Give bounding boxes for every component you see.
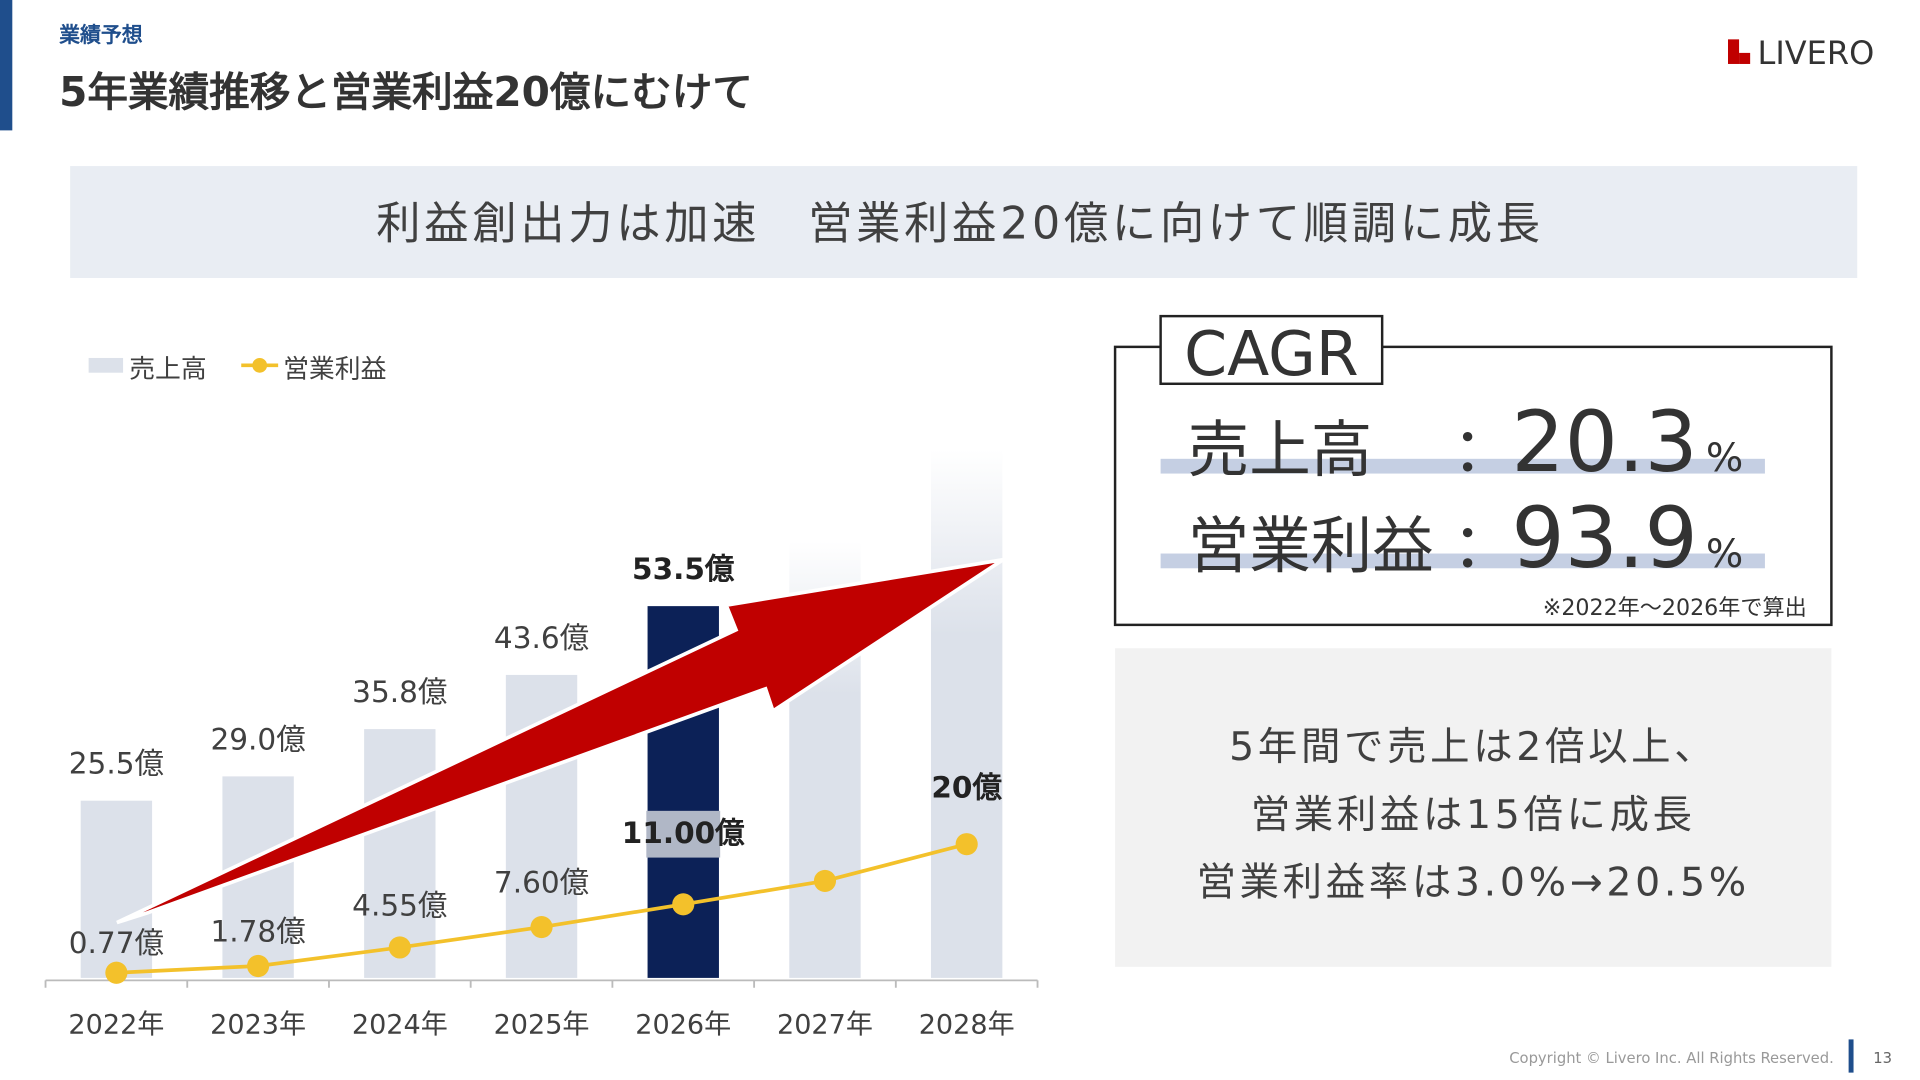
cagr-title: CAGR [1184, 318, 1358, 390]
logo: LIVERO [1728, 34, 1874, 72]
line-value-label: 11.00億 [622, 816, 745, 850]
line-value-label: 4.55億 [352, 888, 447, 922]
line-value-label: 1.78億 [210, 914, 305, 948]
x-tick-label: 2027年 [777, 1009, 873, 1040]
cagr-box [1113, 345, 1833, 627]
bar-value-label: 35.8億 [352, 675, 447, 709]
banner [70, 166, 1858, 278]
x-tick-label: 2024年 [352, 1009, 448, 1040]
label-bg [646, 810, 721, 858]
cagr-rate: 93.9 [1511, 489, 1697, 587]
line-point [955, 833, 978, 856]
legend-label: 売上高 [129, 355, 207, 385]
bar-value-label: 25.5億 [69, 747, 164, 781]
legend-swatch [252, 357, 268, 373]
cagr-unit: % [1706, 435, 1743, 481]
bar [80, 800, 153, 978]
banner-text: 利益創出力は加速 営業利益20億に向けて順調に成長 [376, 199, 1543, 250]
logo-mark [1728, 39, 1740, 64]
line-point [388, 936, 411, 959]
cagr-rate: 20.3 [1511, 393, 1697, 491]
copyright: Copyright © Livero Inc. All Rights Reser… [1509, 1050, 1834, 1067]
bar-value-label: 53.5億 [632, 552, 735, 586]
slide-title: 5年業績推移と営業利益20億にむけて [59, 68, 753, 116]
line-value-label: 7.60億 [494, 866, 589, 900]
x-tick-label: 2022年 [68, 1009, 164, 1040]
section-label: 業績予想 [59, 23, 143, 47]
legend-label: 営業利益 [283, 355, 387, 385]
bar [930, 449, 1003, 978]
summary-line: 5年間で売上は2倍以上、 [1229, 724, 1717, 770]
growth-arrow [116, 557, 1005, 925]
line-value-label: 20億 [931, 770, 1002, 804]
legend-swatch [88, 357, 124, 373]
line-point [530, 916, 553, 939]
x-tick-label: 2025年 [494, 1009, 590, 1040]
cagr-unit: % [1706, 531, 1743, 577]
x-tick-label: 2023年 [210, 1009, 306, 1040]
highlight [1160, 458, 1765, 474]
summary-line: 営業利益は15倍に成長 [1251, 792, 1696, 838]
line-point [813, 869, 837, 892]
page-number: 13 [1873, 1050, 1892, 1067]
line-point [105, 961, 128, 984]
cagr-note: ※2022年～2026年で算出 [1543, 595, 1807, 621]
cagr-separator: ： [1452, 510, 1514, 582]
highlight [1160, 553, 1765, 569]
chart: 売上高 営業利益 2022年 2023年 2024年 2025年 2026年 2027年 202… [44, 355, 1039, 1040]
cagr-label: 営業利益 [1188, 510, 1434, 582]
summary-line: 営業利益率は3.0%→20.5% [1197, 859, 1750, 905]
x-tick-label: 2026年 [635, 1009, 731, 1040]
cagr-title-box [1159, 314, 1384, 386]
line-value-label: 0.77億 [69, 926, 164, 960]
bar-value-label: 29.0億 [210, 722, 305, 756]
logo-text: LIVERO [1758, 34, 1875, 72]
bar-value-label: 43.6億 [494, 621, 589, 655]
line-point [672, 893, 695, 916]
footer-bar [1848, 1039, 1854, 1073]
x-tick-label: 2028年 [919, 1009, 1015, 1040]
summary-box [1115, 648, 1832, 967]
cagr-separator: ： [1452, 414, 1514, 486]
line-point [247, 954, 270, 978]
cagr-label: 売上高 [1188, 414, 1373, 486]
logo-mark [1739, 52, 1751, 64]
accent-bar [0, 0, 13, 131]
